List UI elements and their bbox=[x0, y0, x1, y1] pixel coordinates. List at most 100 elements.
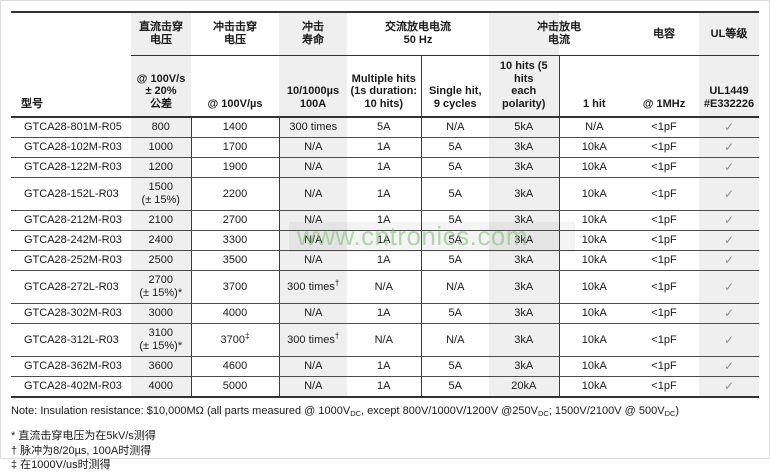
value-cell: ✓ bbox=[699, 137, 759, 158]
value-cell: N/A bbox=[278, 137, 347, 158]
group-ul-rating: UL等级 bbox=[699, 11, 759, 56]
value-cell: 10kA bbox=[558, 250, 629, 271]
value-cell: 300 times† bbox=[278, 323, 347, 357]
value-cell: ✓ bbox=[699, 117, 759, 138]
value-cell: N/A bbox=[420, 270, 489, 304]
value-cell: 20kA bbox=[489, 376, 559, 398]
subheader-ten-hits: 10 hits (5 hits each polarity) bbox=[489, 55, 559, 118]
value-cell: 3kA bbox=[489, 303, 559, 324]
model-group-spacer bbox=[11, 11, 131, 56]
value-cell: 300 times bbox=[278, 117, 347, 138]
value-cell: N/A bbox=[347, 323, 421, 357]
note-text: , except 800V/1000V/1200V @250V bbox=[361, 405, 538, 417]
value-cell: 1200 bbox=[131, 157, 191, 178]
value-cell: 3kA bbox=[489, 210, 559, 231]
value-cell: 300 times† bbox=[278, 270, 347, 304]
model-cell: GTCA28-272L-R03 bbox=[11, 270, 131, 304]
value-cell: <1pF bbox=[629, 117, 699, 138]
value-cell: 4600 bbox=[190, 356, 279, 377]
value-cell: 1A bbox=[347, 356, 421, 377]
group-header-row: 直流击穿 电压 冲击击穿 电压 冲击 寿命 交流放电电流 50 Hz 冲击放电 … bbox=[11, 11, 759, 56]
note-subscript: DC bbox=[537, 409, 549, 418]
value-cell: ✓ bbox=[699, 303, 759, 324]
value-cell: <1pF bbox=[629, 210, 699, 231]
value-cell: 10kA bbox=[558, 230, 629, 251]
value-cell: 1A bbox=[347, 230, 421, 251]
value-cell: 1900 bbox=[190, 157, 279, 178]
footnote-marker: ‡ bbox=[245, 330, 250, 340]
subheader-impulse-condition: @ 100V/µs bbox=[191, 55, 279, 118]
table-row: GTCA28-302M-R03 3000 4000 N/A 1A 5A 3kA 10kA <1p… bbox=[11, 303, 759, 324]
value-cell: 5A bbox=[420, 230, 489, 251]
group-ac-discharge-current: 交流放电电流 50 Hz bbox=[347, 11, 489, 56]
value-cell: 3kA bbox=[489, 250, 559, 271]
subheader-single-hit: Single hit, 9 cycles bbox=[420, 55, 489, 118]
model-cell: GTCA28-362M-R03 bbox=[11, 356, 131, 377]
value-cell: 5A bbox=[347, 117, 421, 138]
value-cell: 1A bbox=[347, 137, 421, 158]
value-cell: 2200 bbox=[190, 177, 279, 211]
group-impulse-discharge-current: 冲击放电 电流 bbox=[489, 11, 629, 56]
value-cell: N/A bbox=[278, 177, 347, 211]
value-cell: <1pF bbox=[629, 270, 699, 304]
value-cell: N/A bbox=[558, 117, 629, 138]
value-cell: ✓ bbox=[699, 376, 759, 398]
insulation-resistance-note: Note: Insulation resistance: $10,000MΩ (… bbox=[11, 405, 769, 418]
value-cell: N/A bbox=[420, 323, 489, 357]
group-impulse-breakdown-voltage: 冲击击穿 电压 bbox=[191, 11, 279, 56]
value-cell: 5A bbox=[420, 303, 489, 324]
footnote-asterisk: * 直流击穿电压为在5kV/s测得 bbox=[11, 430, 156, 442]
value-cell: ✓ bbox=[699, 356, 759, 377]
value-cell: 3kA bbox=[489, 137, 559, 158]
value-cell: 3500 bbox=[190, 250, 279, 271]
value-cell: 1A bbox=[347, 177, 421, 211]
value-cell: 10kA bbox=[558, 270, 629, 304]
value-cell: 2700 bbox=[190, 210, 279, 231]
model-cell: GTCA28-212M-R03 bbox=[11, 210, 131, 231]
value-cell: N/A bbox=[278, 157, 347, 178]
value-cell: 1A bbox=[347, 250, 421, 271]
note-subscript: DC bbox=[664, 409, 676, 418]
model-column-header: 型号 bbox=[11, 55, 131, 118]
note-text: ) bbox=[675, 405, 680, 417]
value-cell: N/A bbox=[278, 356, 347, 377]
footnote-double-dagger: ‡ 在1000V/us时测得 bbox=[11, 459, 111, 471]
subheader-capacitance-condition: @ 1MHz bbox=[629, 55, 699, 118]
value-cell: 3kA bbox=[489, 177, 559, 211]
value-cell: 1500 (± 15%) bbox=[131, 177, 191, 211]
footnote-dagger: † 脉冲为8/20µs, 100A时测得 bbox=[11, 444, 152, 457]
value-cell: ✓ bbox=[699, 157, 759, 178]
value-cell: <1pF bbox=[629, 137, 699, 158]
value-cell: 3100 (± 15%)* bbox=[131, 323, 191, 357]
group-capacitance: 电容 bbox=[629, 11, 699, 56]
spec-table-body: GTCA28-801M-R05 800 1400 300 times 5A N/A 5kA N… bbox=[11, 117, 759, 398]
value-cell: 2400 bbox=[131, 230, 191, 251]
value-cell: 10kA bbox=[558, 137, 629, 158]
subheader-dc-condition: @ 100V/s ± 20% 公差 bbox=[131, 55, 191, 118]
value-cell: ✓ bbox=[699, 270, 759, 304]
model-cell: GTCA28-801M-R05 bbox=[11, 117, 131, 138]
group-impulse-life: 冲击 寿命 bbox=[279, 11, 347, 56]
value-cell: 3700 bbox=[190, 270, 279, 304]
subheader-multiple-hits: Multiple hits (1s duration: 10 hits) bbox=[347, 55, 421, 118]
value-cell: 2500 bbox=[131, 250, 191, 271]
value-cell: N/A bbox=[420, 117, 489, 138]
value-cell: 5A bbox=[420, 356, 489, 377]
spec-table: 直流击穿 电压 冲击击穿 电压 冲击 寿命 交流放电电流 50 Hz 冲击放电 … bbox=[11, 11, 759, 398]
value-cell: 3kA bbox=[489, 356, 559, 377]
value-cell: 10kA bbox=[558, 356, 629, 377]
value-cell: <1pF bbox=[629, 177, 699, 211]
model-cell: GTCA28-122M-R03 bbox=[11, 157, 131, 178]
table-row: GTCA28-402M-R03 4000 5000 N/A 1A 5A 20kA 10kA <1… bbox=[11, 376, 759, 398]
table-row: GTCA28-362M-R03 3600 4600 N/A 1A 5A 3kA 10kA <1p… bbox=[11, 356, 759, 377]
value-cell: 5A bbox=[420, 210, 489, 231]
value-cell: 3kA bbox=[489, 157, 559, 178]
value-cell: ✓ bbox=[699, 250, 759, 271]
model-cell: GTCA28-242M-R03 bbox=[11, 230, 131, 251]
note-subscript: DC bbox=[350, 409, 362, 418]
value-cell: 5A bbox=[420, 137, 489, 158]
value-cell: N/A bbox=[347, 270, 421, 304]
value-cell: 3kA bbox=[489, 323, 559, 357]
footnote-marker: † bbox=[334, 330, 340, 340]
